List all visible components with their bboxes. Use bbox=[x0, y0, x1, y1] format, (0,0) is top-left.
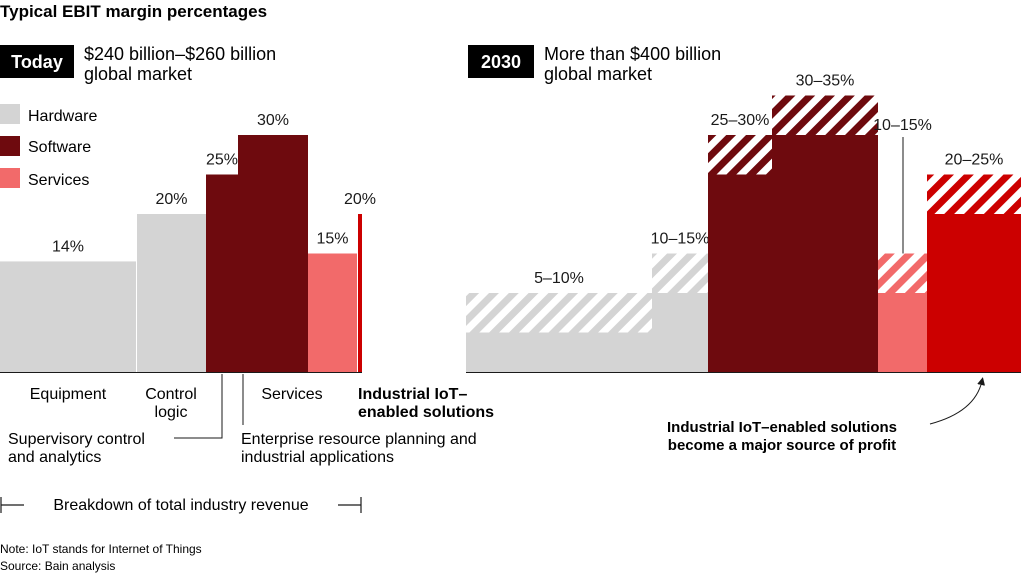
bar-2030-industrial-iot-enabled-solutions-label: 20–25% bbox=[945, 152, 1004, 169]
legend-label-hardware: Hardware bbox=[28, 108, 97, 125]
segment-label-erp-line2: industrial applications bbox=[241, 449, 394, 466]
today-bar-supervisory-control-and-analytics bbox=[206, 174, 238, 372]
2030-badge-bg bbox=[468, 45, 534, 78]
bar-2030-equipment-low bbox=[466, 332, 652, 372]
today-bar-control-logic-label: 20% bbox=[155, 191, 187, 208]
bar-2030-equipment-label: 5–10% bbox=[534, 270, 584, 287]
bar-2030-control-logic-label: 10–15% bbox=[651, 231, 710, 248]
chart-title: Typical EBIT margin percentages bbox=[0, 2, 267, 21]
annotation-line1: Industrial IoT–enabled solutions bbox=[667, 419, 897, 436]
legend-label-services: Services bbox=[28, 172, 89, 189]
legend-swatch-services bbox=[0, 168, 20, 188]
bar-2030-services-range bbox=[878, 253, 927, 293]
today-subtitle-line2: global market bbox=[84, 64, 192, 84]
breakdown-label: Breakdown of total industry revenue bbox=[53, 497, 308, 514]
segment-label-control-line1: Control bbox=[145, 386, 197, 403]
today-badge-bg bbox=[0, 45, 74, 78]
breakdown-bracket bbox=[0, 497, 362, 513]
bar-2030-enterprise-resource-planning-and-industrial-applications-label: 30–35% bbox=[796, 73, 855, 90]
bar-2030-services-label: 10–15% bbox=[873, 117, 932, 134]
today-badge: Today bbox=[11, 52, 63, 72]
2030-subtitle-line2: global market bbox=[544, 64, 652, 84]
today-bar-equipment bbox=[0, 261, 136, 372]
today-bar-industrial-iot-enabled-solutions bbox=[358, 214, 362, 372]
today-subtitle-line1: $240 billion–$260 billion bbox=[84, 44, 276, 64]
segment-label-iot-line1: Industrial IoT– bbox=[358, 386, 467, 403]
legend: Hardware Software Services bbox=[0, 104, 97, 189]
today-bar-equipment-label: 14% bbox=[52, 238, 84, 255]
bar-2030-equipment-range bbox=[466, 293, 652, 333]
source: Source: Bain analysis bbox=[0, 559, 115, 573]
today-bar-enterprise-resource-planning-and-industrial-applications bbox=[238, 135, 308, 372]
today-bar-enterprise-resource-planning-and-industrial-applications-label: 30% bbox=[257, 112, 289, 129]
2030-subtitle-line1: More than $400 billion bbox=[544, 44, 721, 64]
bar-2030-enterprise-resource-planning-and-industrial-applications-low bbox=[772, 135, 878, 372]
segment-label-control-line2: logic bbox=[155, 404, 188, 421]
bar-2030-supervisory-control-and-analytics-low bbox=[708, 174, 772, 372]
bar-2030-industrial-iot-enabled-solutions-range bbox=[927, 174, 1021, 214]
segment-label-services: Services bbox=[261, 386, 322, 403]
today-bar-services bbox=[308, 253, 357, 372]
legend-swatch-software bbox=[0, 136, 20, 156]
bar-2030-enterprise-resource-planning-and-industrial-applications-range bbox=[772, 95, 878, 135]
legend-swatch-hardware bbox=[0, 104, 20, 124]
note: Note: IoT stands for Internet of Things bbox=[0, 542, 202, 556]
bar-2030-control-logic-low bbox=[652, 293, 708, 372]
segment-label-supervisory-line2: and analytics bbox=[8, 449, 101, 466]
legend-label-software: Software bbox=[28, 139, 91, 156]
annotation-line2: become a major source of profit bbox=[668, 437, 896, 454]
bar-2030-services-low bbox=[878, 293, 927, 372]
today-bar-services-label: 15% bbox=[316, 231, 348, 248]
2030-badge: 2030 bbox=[481, 52, 521, 72]
segment-label-erp-line1: Enterprise resource planning and bbox=[241, 431, 477, 448]
segment-label-supervisory-line1: Supervisory control bbox=[8, 431, 145, 448]
bar-2030-supervisory-control-and-analytics-range bbox=[708, 135, 772, 175]
bar-2030-industrial-iot-enabled-solutions-low bbox=[927, 214, 1021, 372]
today-bar-supervisory-control-and-analytics-label: 25% bbox=[206, 152, 238, 169]
today-bar-industrial-iot-enabled-solutions-label: 20% bbox=[344, 191, 376, 208]
bar-2030-control-logic-range bbox=[652, 253, 708, 293]
annotation-arrow bbox=[929, 377, 986, 425]
2030-bars: 5–10% 10–15% 25–30% 30–35% 10–15% 20–25% bbox=[466, 73, 1021, 372]
bar-2030-supervisory-control-and-analytics-label: 25–30% bbox=[711, 112, 770, 129]
today-bars: 14% 20% 25% 30% 15% 20% bbox=[0, 112, 376, 372]
segment-label-equipment: Equipment bbox=[30, 386, 107, 403]
today-bar-control-logic bbox=[137, 214, 206, 372]
leader-supervisory bbox=[174, 374, 223, 439]
segment-label-iot-line2: enabled solutions bbox=[358, 404, 494, 421]
